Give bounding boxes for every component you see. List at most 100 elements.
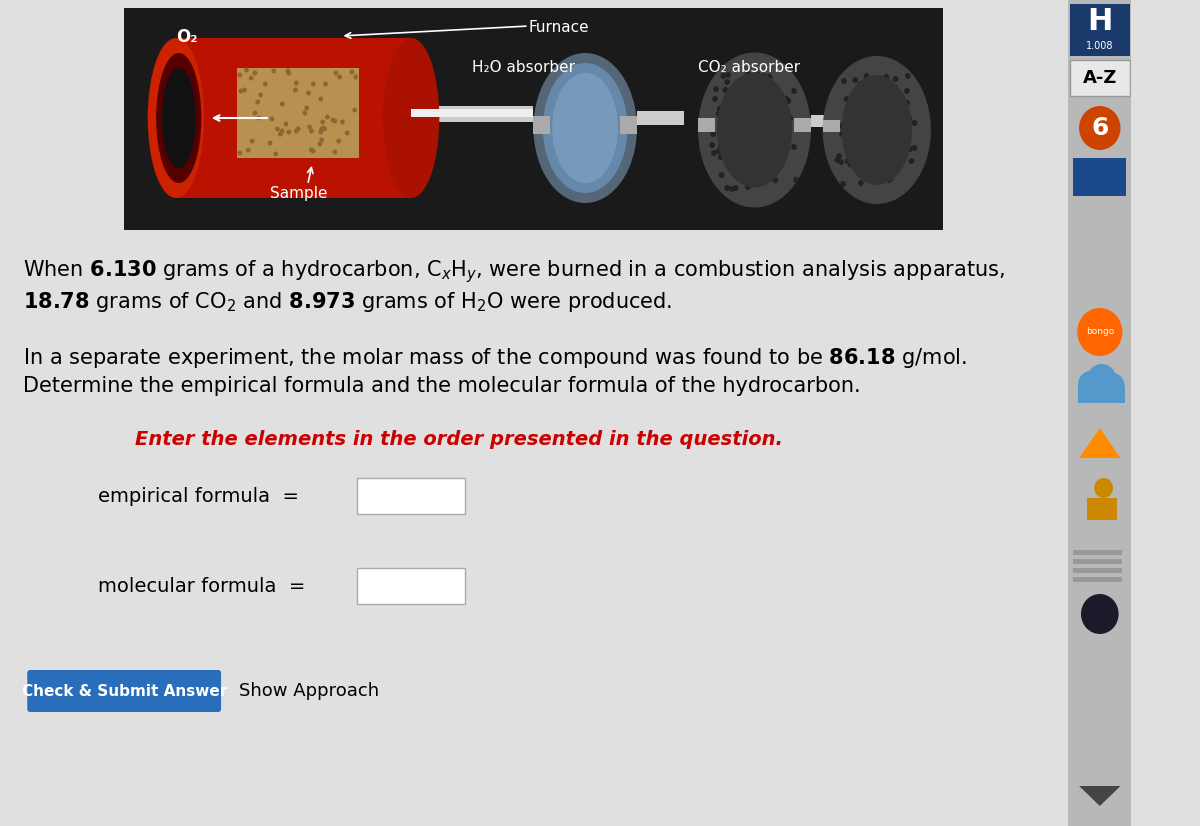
Circle shape: [858, 180, 864, 186]
Circle shape: [854, 91, 860, 97]
Circle shape: [749, 157, 755, 163]
Text: CO₂ absorber: CO₂ absorber: [698, 60, 800, 75]
Circle shape: [310, 148, 313, 153]
Circle shape: [1102, 373, 1124, 397]
Circle shape: [877, 126, 883, 132]
Circle shape: [287, 130, 292, 135]
Circle shape: [773, 158, 778, 164]
Circle shape: [784, 116, 790, 122]
Circle shape: [287, 70, 292, 75]
Circle shape: [907, 117, 912, 123]
Circle shape: [850, 98, 856, 104]
Circle shape: [860, 83, 866, 89]
Bar: [1069, 60, 1130, 96]
Circle shape: [238, 73, 242, 78]
Text: Show Approach: Show Approach: [239, 682, 379, 700]
Circle shape: [296, 126, 300, 131]
Circle shape: [912, 120, 917, 126]
Circle shape: [731, 159, 737, 165]
Circle shape: [893, 108, 899, 114]
Bar: [637, 111, 684, 125]
Circle shape: [767, 74, 773, 80]
Circle shape: [887, 177, 892, 183]
Circle shape: [786, 98, 791, 104]
Circle shape: [901, 131, 907, 137]
Circle shape: [858, 88, 864, 94]
Circle shape: [716, 111, 721, 117]
Bar: [1069, 4, 1130, 56]
Circle shape: [859, 125, 864, 131]
Bar: [698, 118, 715, 132]
Circle shape: [856, 169, 860, 175]
Circle shape: [311, 82, 316, 87]
Circle shape: [756, 85, 762, 91]
Circle shape: [318, 130, 323, 135]
Circle shape: [745, 184, 751, 190]
Circle shape: [337, 74, 342, 79]
Circle shape: [767, 131, 773, 137]
Circle shape: [787, 115, 793, 121]
Bar: [176, 38, 412, 198]
Circle shape: [742, 126, 746, 132]
Circle shape: [877, 166, 882, 172]
Circle shape: [731, 170, 737, 176]
Circle shape: [860, 111, 866, 117]
Bar: [794, 118, 811, 132]
Circle shape: [716, 148, 721, 154]
Circle shape: [882, 138, 887, 144]
Text: $\mathbf{18.78}$ grams of CO$_2$ and $\mathbf{8.973}$ grams of H$_2$O were produ: $\mathbf{18.78}$ grams of CO$_2$ and $\m…: [23, 290, 672, 314]
FancyBboxPatch shape: [28, 670, 221, 712]
Circle shape: [760, 179, 764, 185]
Circle shape: [283, 121, 288, 126]
Circle shape: [847, 161, 853, 167]
Circle shape: [1087, 364, 1117, 396]
Circle shape: [280, 129, 284, 134]
Circle shape: [840, 181, 846, 187]
Text: When $\mathbf{6.130}$ grams of a hydrocarbon, C$_x$H$_y$, were burned in a combu: When $\mathbf{6.130}$ grams of a hydroca…: [23, 258, 1004, 285]
Circle shape: [853, 120, 859, 126]
Circle shape: [907, 146, 912, 152]
Circle shape: [778, 145, 784, 151]
Circle shape: [319, 126, 324, 131]
Circle shape: [246, 148, 251, 153]
Circle shape: [857, 135, 863, 141]
Circle shape: [841, 78, 847, 84]
Circle shape: [340, 120, 344, 125]
Circle shape: [755, 71, 760, 77]
Circle shape: [275, 126, 280, 131]
Text: 1.008: 1.008: [1086, 41, 1114, 51]
Circle shape: [778, 160, 784, 166]
Circle shape: [887, 176, 893, 182]
Bar: [811, 115, 853, 127]
Circle shape: [332, 150, 337, 154]
Text: Sample: Sample: [270, 186, 328, 201]
Circle shape: [754, 135, 760, 141]
Text: Furnace: Furnace: [529, 20, 589, 35]
Circle shape: [866, 124, 872, 130]
Circle shape: [318, 141, 323, 146]
Circle shape: [889, 94, 895, 100]
Text: Determine the empirical formula and the molecular formula of the hydrocarbon.: Determine the empirical formula and the …: [23, 376, 860, 396]
Circle shape: [847, 119, 852, 125]
Bar: [238, 68, 359, 158]
Ellipse shape: [156, 53, 202, 183]
Circle shape: [764, 102, 770, 108]
Circle shape: [268, 140, 272, 145]
Circle shape: [834, 157, 840, 163]
Circle shape: [839, 131, 845, 137]
Circle shape: [242, 88, 247, 93]
Circle shape: [257, 116, 262, 121]
Circle shape: [880, 152, 886, 158]
Circle shape: [860, 167, 865, 173]
Circle shape: [721, 73, 726, 79]
Circle shape: [334, 70, 338, 75]
Ellipse shape: [162, 68, 196, 168]
Bar: [620, 116, 637, 134]
Circle shape: [763, 168, 769, 174]
Circle shape: [845, 158, 851, 164]
Circle shape: [773, 115, 779, 121]
Bar: [1074, 158, 1126, 196]
Circle shape: [908, 158, 914, 164]
Bar: [356, 568, 464, 604]
Circle shape: [732, 122, 738, 128]
